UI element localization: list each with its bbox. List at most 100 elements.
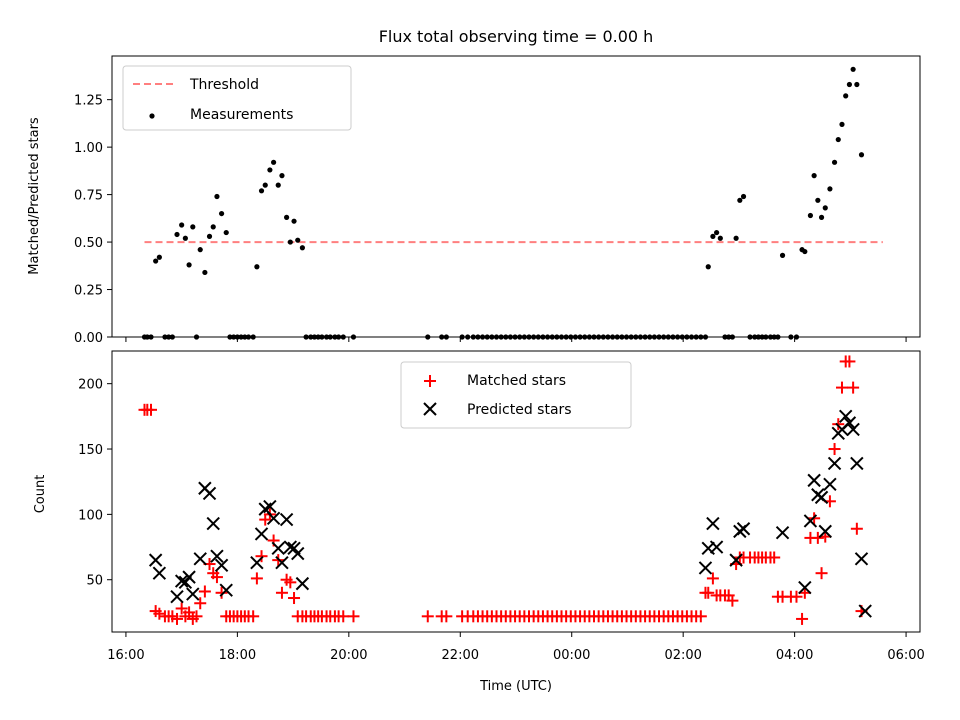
legend-measurements-swatch xyxy=(149,113,155,119)
measurement-point xyxy=(850,66,856,72)
measurement-point xyxy=(271,159,277,165)
matched-point xyxy=(145,403,158,416)
matched-point xyxy=(183,606,196,619)
predicted-point xyxy=(803,514,818,528)
matched-point xyxy=(247,610,260,623)
matched-point xyxy=(210,571,223,584)
bottom-legend: Matched stars Predicted stars xyxy=(400,361,632,429)
predicted-point xyxy=(291,546,305,561)
measurement-point xyxy=(843,93,849,99)
legend-predicted-swatch xyxy=(423,402,437,416)
measurement-point xyxy=(737,197,743,203)
bottom-y-tick-label: 200 xyxy=(78,378,103,393)
predicted-point xyxy=(775,525,790,540)
x-tick-label: 04:00 xyxy=(776,648,813,663)
measurement-point xyxy=(299,245,305,251)
predicted-point xyxy=(148,553,163,567)
matched-point xyxy=(255,550,268,563)
matched-point xyxy=(153,607,166,620)
predicted-point xyxy=(850,456,864,471)
matched-point xyxy=(421,610,434,623)
top-y-axis-label: Matched/Predicted stars xyxy=(27,117,42,275)
matched-point xyxy=(850,522,863,535)
measurement-point xyxy=(827,186,833,192)
measurement-point xyxy=(258,188,265,194)
predicted-point xyxy=(170,590,184,604)
matched-point xyxy=(440,610,453,623)
x-tick-label: 18:00 xyxy=(219,648,256,663)
measurement-point xyxy=(822,205,828,211)
predicted-point xyxy=(827,456,842,471)
top-y-tick-label: 1.00 xyxy=(74,141,103,156)
predicted-point xyxy=(814,490,829,505)
measurement-point xyxy=(714,229,720,236)
predicted-point xyxy=(823,477,837,492)
measurement-point xyxy=(717,235,723,241)
predicted-point xyxy=(182,570,196,584)
measurement-point xyxy=(179,222,185,228)
predicted-point xyxy=(729,553,743,567)
measurement-point xyxy=(284,214,290,220)
predicted-point xyxy=(854,552,869,566)
predicted-point xyxy=(214,558,229,573)
bottom-y-tick-label: 150 xyxy=(78,443,103,458)
matched-point xyxy=(694,610,707,623)
measurement-point xyxy=(279,173,285,179)
measurement-point xyxy=(287,239,293,245)
top-axes-frame xyxy=(111,55,921,338)
measurement-point xyxy=(202,269,208,276)
matched-point xyxy=(337,610,350,623)
matched-point xyxy=(768,551,781,564)
measurement-point xyxy=(815,197,821,203)
predicted-point xyxy=(818,524,832,539)
predicted-point xyxy=(210,549,224,563)
top-panel: 0.00 0.25 0.50 0.75 1.00 1.25 Matched/Predict… xyxy=(27,55,921,346)
predicted-point xyxy=(263,499,277,514)
bottom-y-tick-label: 100 xyxy=(78,508,103,523)
measurement-point xyxy=(846,81,853,88)
matched-point xyxy=(843,355,856,368)
matched-point xyxy=(198,585,211,598)
predicted-point xyxy=(266,511,281,526)
matched-point xyxy=(215,586,228,599)
predicted-point xyxy=(838,409,853,424)
x-tick-label: 16:00 xyxy=(107,648,144,663)
x-axis-label: Time (UTC) xyxy=(479,679,552,694)
measurement-point xyxy=(218,210,225,217)
legend-measurements-label: Measurements xyxy=(190,107,293,123)
matched-point xyxy=(284,576,297,589)
legend-matched-label: Matched stars xyxy=(467,373,566,389)
measurement-point xyxy=(710,233,716,239)
measurement-point xyxy=(839,121,845,127)
measurement-point xyxy=(295,237,301,243)
matched-point xyxy=(288,592,301,605)
matched-point xyxy=(815,567,828,580)
predicted-point xyxy=(798,580,812,595)
top-y-tick-label: 1.25 xyxy=(74,94,103,109)
top-legend: Threshold Measurements xyxy=(122,65,352,131)
bottom-y-axis-label: Count xyxy=(33,475,48,514)
measurement-point xyxy=(223,229,229,236)
matched-point xyxy=(811,531,824,544)
matched-point xyxy=(190,610,203,623)
matched-point xyxy=(175,602,188,615)
matched-point xyxy=(835,381,848,394)
chart-title: Flux total observing time = 0.00 h xyxy=(379,27,654,46)
top-y-tick-label: 0.00 xyxy=(74,331,103,346)
predicted-point xyxy=(275,556,289,570)
measurement-point xyxy=(156,254,162,260)
measurement-point xyxy=(858,152,865,158)
x-tick-label: 06:00 xyxy=(887,648,924,663)
predicted-point xyxy=(219,583,233,597)
legend-matched-swatch xyxy=(424,375,436,387)
predicted-point xyxy=(279,512,294,527)
measurement-point xyxy=(267,167,273,173)
matched-point xyxy=(250,572,263,585)
measurement-point xyxy=(206,233,213,239)
predicted-point xyxy=(202,486,217,501)
measurement-point xyxy=(854,81,860,88)
measurement-point xyxy=(153,258,159,264)
matched-point xyxy=(171,612,184,625)
predicted-point xyxy=(842,416,857,430)
